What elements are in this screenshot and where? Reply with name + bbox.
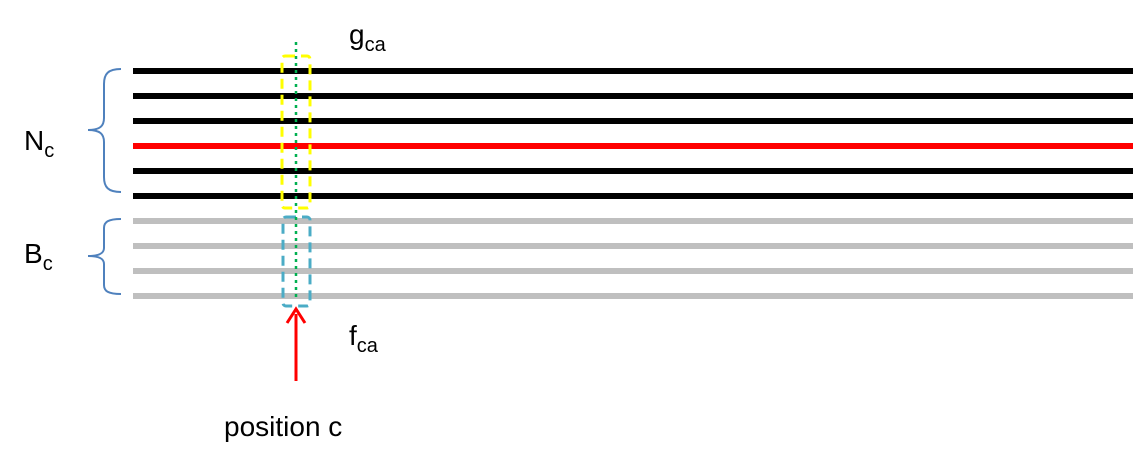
b-label-sub: c — [43, 253, 53, 275]
yellow-dashed-box — [280, 54, 312, 210]
g-label-sub: ca — [365, 34, 387, 56]
b-label: Bc — [24, 238, 53, 275]
f-label: fca — [349, 320, 379, 357]
b-brace-icon — [87, 218, 122, 295]
f-label-sub: ca — [357, 335, 379, 357]
position-label: position c — [224, 411, 342, 442]
arrow-up-icon — [285, 306, 307, 381]
f-label-main: f — [349, 320, 357, 351]
g-label-main: g — [349, 19, 365, 50]
cyan-dashed-box — [281, 215, 312, 308]
n-group-lines — [133, 68, 1133, 199]
n-label-main: N — [24, 125, 44, 156]
b-group-lines — [133, 218, 1133, 299]
n-label: Nc — [24, 125, 54, 162]
n-label-sub: c — [44, 140, 54, 162]
b-label-main: B — [24, 238, 43, 269]
n-brace-icon — [87, 68, 122, 193]
g-label: gca — [349, 19, 387, 56]
